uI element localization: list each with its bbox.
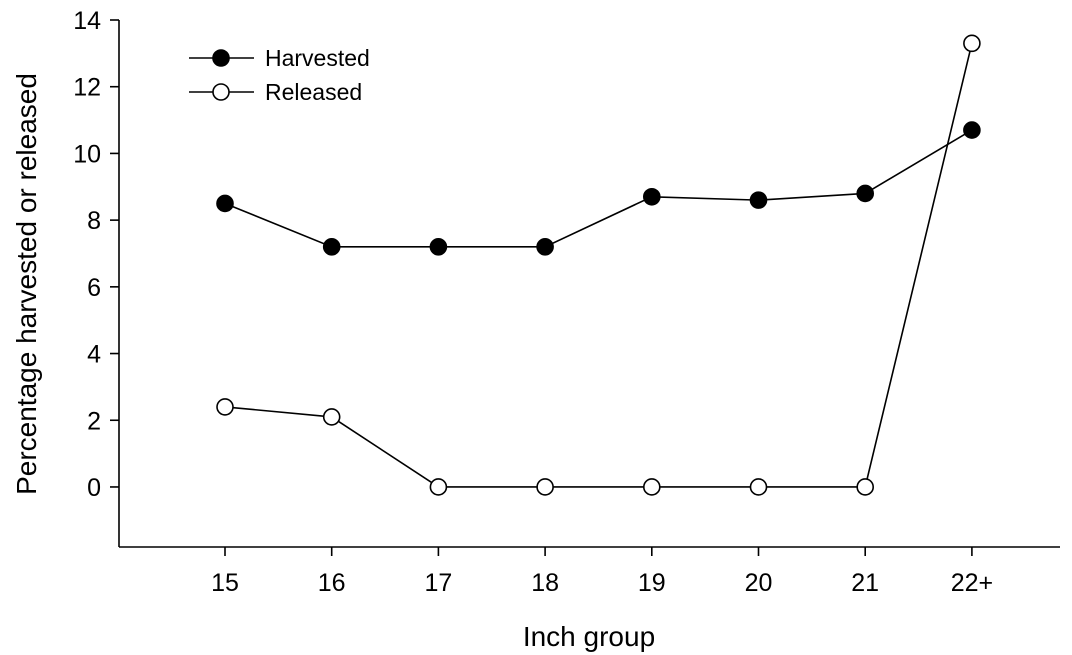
- y-axis-title: Percentage harvested or released: [11, 73, 42, 495]
- y-ticks: 0 2 4 6 8 10 12 14: [73, 7, 119, 502]
- series-line-harvested: [224, 129, 973, 248]
- x-tick-label: 19: [638, 569, 666, 597]
- y-tick-label: 6: [87, 274, 101, 302]
- x-tick-label: 21: [851, 569, 879, 597]
- data-point-released: [963, 34, 981, 53]
- axes: [118, 20, 1060, 548]
- data-point-released: [749, 478, 768, 496]
- x-tick-label: 22+: [951, 569, 993, 597]
- series-line-released: [224, 43, 973, 488]
- y-tick-label: 12: [73, 74, 101, 102]
- data-point-harvested: [856, 184, 875, 203]
- y-tick-label: 14: [73, 7, 101, 35]
- legend-marker-harvested: [212, 49, 230, 67]
- data-point-released: [536, 478, 554, 496]
- y-tick-label: 10: [73, 140, 101, 168]
- data-point-harvested: [642, 187, 661, 206]
- x-tick-label: 15: [211, 569, 239, 597]
- data-point-released: [216, 398, 234, 416]
- data-point-released: [322, 408, 341, 426]
- legend-label-released: Released: [265, 79, 362, 105]
- legend-marker-released: [212, 83, 230, 101]
- y-tick-label: 0: [87, 474, 101, 502]
- y-tick-label: 8: [87, 207, 101, 235]
- x-axis-title: Inch group: [523, 621, 655, 652]
- legend-label-harvested: Harvested: [265, 45, 370, 71]
- series-layer: [216, 34, 981, 496]
- x-tick-label: 18: [531, 569, 559, 597]
- x-tick-label: 20: [745, 569, 773, 597]
- data-point-harvested: [749, 191, 768, 209]
- y-tick-label: 4: [87, 341, 101, 369]
- data-point-harvested: [322, 238, 341, 256]
- data-point-released: [642, 478, 661, 496]
- legend: Harvested Released: [189, 45, 370, 105]
- data-point-released: [856, 478, 875, 496]
- x-ticks: 15 16 17 18 19 20 21 22+: [211, 547, 993, 597]
- x-tick-label: 17: [424, 569, 452, 597]
- data-point-harvested: [963, 121, 981, 139]
- data-point-harvested: [216, 194, 234, 213]
- y-tick-label: 2: [87, 407, 101, 435]
- data-point-harvested: [536, 238, 554, 256]
- data-point-released: [429, 478, 448, 496]
- data-point-harvested: [429, 238, 448, 256]
- x-tick-label: 16: [318, 569, 346, 597]
